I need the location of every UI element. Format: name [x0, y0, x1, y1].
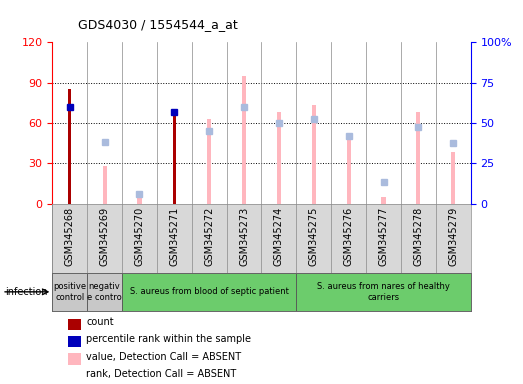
Bar	[347, 139, 351, 204]
Text: GSM345274: GSM345274	[274, 207, 284, 266]
Bar	[68, 353, 81, 365]
Bar	[277, 112, 281, 204]
Bar	[68, 319, 81, 330]
Bar	[52, 273, 87, 311]
Text: GSM345275: GSM345275	[309, 207, 319, 266]
Bar	[87, 273, 122, 311]
Text: negativ
e contro: negativ e contro	[87, 282, 122, 301]
Bar	[297, 273, 471, 311]
Text: S. aureus from nares of healthy
carriers: S. aureus from nares of healthy carriers	[317, 282, 450, 301]
Bar	[68, 370, 81, 382]
Text: GSM345276: GSM345276	[344, 207, 354, 266]
Text: GSM345278: GSM345278	[413, 207, 424, 266]
Text: value, Detection Call = ABSENT: value, Detection Call = ABSENT	[86, 351, 242, 362]
Bar	[103, 166, 107, 204]
Bar	[173, 116, 176, 204]
Bar	[381, 197, 385, 204]
Text: positive
control: positive control	[53, 282, 86, 301]
Bar	[207, 119, 211, 204]
Text: GSM345277: GSM345277	[379, 207, 389, 266]
Bar	[451, 152, 456, 204]
Text: GSM345269: GSM345269	[99, 207, 110, 266]
Bar	[312, 106, 316, 204]
Text: GSM345270: GSM345270	[134, 207, 144, 266]
Bar	[122, 273, 297, 311]
Bar	[68, 336, 81, 347]
Text: count: count	[86, 317, 114, 327]
Bar	[68, 89, 71, 204]
Bar	[242, 76, 246, 204]
Text: rank, Detection Call = ABSENT: rank, Detection Call = ABSENT	[86, 369, 236, 379]
Text: infection: infection	[6, 287, 48, 297]
Text: GSM345273: GSM345273	[239, 207, 249, 266]
Text: GDS4030 / 1554544_a_at: GDS4030 / 1554544_a_at	[78, 18, 238, 31]
Text: GSM345271: GSM345271	[169, 207, 179, 266]
Text: GSM345272: GSM345272	[204, 207, 214, 266]
Text: S. aureus from blood of septic patient: S. aureus from blood of septic patient	[130, 287, 289, 296]
Bar	[138, 197, 142, 204]
Text: GSM345279: GSM345279	[448, 207, 458, 266]
Bar	[416, 112, 420, 204]
Text: percentile rank within the sample: percentile rank within the sample	[86, 334, 251, 344]
Text: GSM345268: GSM345268	[65, 207, 75, 266]
